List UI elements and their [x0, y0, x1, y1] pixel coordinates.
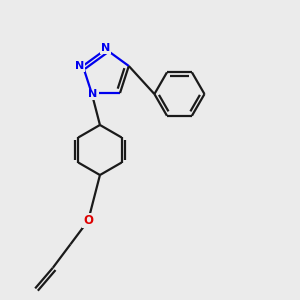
Text: N: N: [75, 61, 85, 71]
Text: O: O: [83, 214, 93, 227]
Text: N: N: [88, 89, 98, 99]
Text: N: N: [101, 43, 110, 53]
